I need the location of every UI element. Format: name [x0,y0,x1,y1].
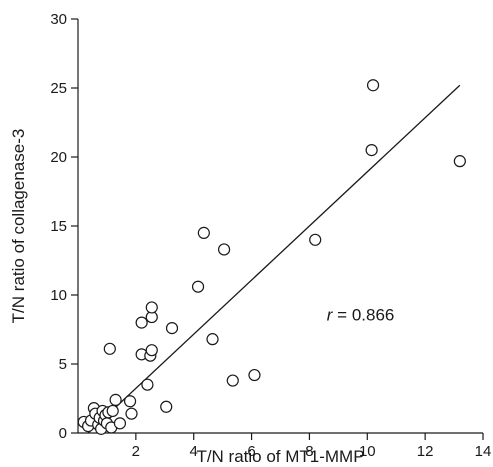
data-point [197,226,210,239]
x-tick-label: 6 [247,443,255,460]
fit-line-group [87,84,461,434]
data-point [160,400,173,413]
data-point [141,378,154,391]
data-points [77,79,466,435]
y-tick-label: 30 [50,11,67,28]
regression-line [87,84,461,434]
data-point [113,417,127,430]
data-point [366,79,380,92]
data-point [309,233,322,246]
x-tick-label: 8 [305,443,313,460]
data-point [248,368,261,382]
x-axis-title: T/N ratio of MT1-MMP [196,447,364,466]
y-tick-label: 10 [50,287,67,304]
y-tick-label: 5 [59,356,67,373]
data-point [106,404,119,418]
y-axis-title: T/N ratio of collagenase-3 [9,129,28,324]
data-point [365,144,378,157]
axes [77,19,483,434]
x-tick-label: 12 [417,443,434,460]
x-tick-label: 10 [359,443,376,460]
data-point [191,280,205,293]
data-point [109,393,122,406]
y-tick-label: 25 [50,80,67,97]
data-point [125,407,138,420]
correlation-annotation: r = 0.866 [327,305,395,324]
data-point [165,322,179,335]
y-tick-label: 20 [50,149,67,166]
y-tick-label: 15 [50,218,67,235]
data-point [206,333,219,346]
correlation-value: = 0.866 [332,305,394,324]
data-point [217,243,231,256]
x-tick-label: 14 [475,443,492,460]
y-tick-label: 0 [59,425,67,442]
data-point [103,342,116,355]
x-tick-label: 2 [132,443,140,460]
correlation-symbol: r [327,305,334,324]
ticks: 2 4 6 8 10 12 14 0 5 10 15 20 25 30 [50,11,491,460]
data-point [453,155,466,168]
x-tick-label: 4 [190,443,198,460]
data-point [145,301,158,314]
data-point [123,395,137,408]
data-point [145,344,158,357]
data-point [135,316,148,329]
data-point [226,374,239,387]
